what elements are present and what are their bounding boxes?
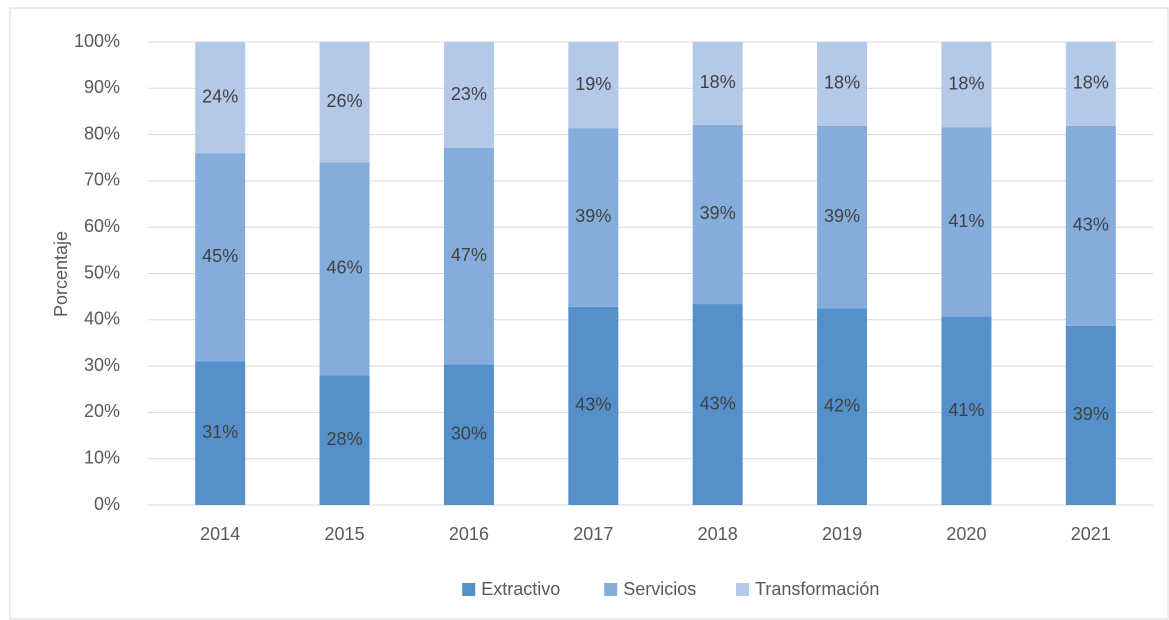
data-label: 39% <box>700 203 736 223</box>
y-tick-label: 40% <box>84 309 120 329</box>
data-label: 18% <box>824 73 860 93</box>
data-label: 41% <box>948 211 984 231</box>
y-tick-label: 90% <box>84 77 120 97</box>
bar-segment <box>195 42 246 154</box>
bar-segment <box>941 127 992 318</box>
y-tick-label: 10% <box>84 447 120 467</box>
data-label: 39% <box>575 206 611 226</box>
bar-segment <box>443 148 494 365</box>
bar-segment <box>443 364 494 505</box>
x-tick-label: 2017 <box>573 524 613 544</box>
bar-segment <box>692 42 743 125</box>
legend-swatch <box>736 583 749 596</box>
data-label: 19% <box>575 74 611 94</box>
data-label: 18% <box>948 73 984 93</box>
x-tick-label: 2015 <box>325 524 365 544</box>
bar-segment <box>941 42 992 128</box>
bar-segment <box>319 42 370 163</box>
data-label: 30% <box>451 423 487 443</box>
data-label: 42% <box>824 395 860 415</box>
x-tick-label: 2018 <box>698 524 738 544</box>
data-label: 28% <box>327 429 363 449</box>
x-tick-label: 2016 <box>449 524 489 544</box>
data-label: 24% <box>202 86 238 106</box>
bar-segment <box>195 153 246 362</box>
bar-segment <box>443 42 494 149</box>
data-label: 43% <box>1073 215 1109 235</box>
data-label: 23% <box>451 84 487 104</box>
bar-segment <box>1065 125 1116 326</box>
x-tick-label: 2014 <box>200 524 240 544</box>
bar-segment <box>692 124 743 305</box>
data-label: 39% <box>824 206 860 226</box>
bar-segment <box>319 375 370 505</box>
data-label: 18% <box>700 72 736 92</box>
legend-swatch <box>604 583 618 596</box>
y-tick-label: 70% <box>84 170 120 190</box>
x-tick-label: 2020 <box>946 524 986 544</box>
legend-swatch <box>462 583 476 596</box>
legend-label: Servicios <box>623 579 696 599</box>
y-tick-label: 20% <box>84 401 120 421</box>
bar-segment <box>568 306 619 505</box>
data-label: 45% <box>202 246 238 266</box>
y-tick-label: 0% <box>94 494 120 514</box>
data-label: 43% <box>575 395 611 415</box>
y-tick-label: 50% <box>84 262 120 282</box>
legend-label: Extractivo <box>481 579 560 599</box>
data-label: 41% <box>948 400 984 420</box>
bar-segment <box>817 42 868 126</box>
y-tick-label: 30% <box>84 355 120 375</box>
x-tick-label: 2021 <box>1071 524 1111 544</box>
data-label: 46% <box>327 258 363 278</box>
legend-label: Transformación <box>755 579 879 599</box>
data-label: 43% <box>700 393 736 413</box>
y-tick-label: 60% <box>84 216 120 236</box>
x-tick-label: 2019 <box>822 524 862 544</box>
y-axis-title: Porcentaje <box>51 231 71 317</box>
data-label: 18% <box>1073 73 1109 93</box>
data-label: 39% <box>1073 404 1109 424</box>
data-label: 31% <box>202 422 238 442</box>
bar-segment <box>319 162 370 376</box>
bar-segment <box>817 308 868 505</box>
bar-segment <box>1065 42 1116 126</box>
data-label: 47% <box>451 245 487 265</box>
bar-segment <box>941 317 992 505</box>
y-tick-label: 100% <box>74 31 120 51</box>
bar-segment <box>568 42 619 129</box>
bar-segment <box>817 125 868 309</box>
bar-segment <box>195 361 246 505</box>
y-tick-label: 80% <box>84 123 120 143</box>
bar-segment <box>1065 325 1116 505</box>
bar-segment <box>692 304 743 505</box>
data-label: 26% <box>327 91 363 111</box>
bar-segment <box>568 128 619 307</box>
